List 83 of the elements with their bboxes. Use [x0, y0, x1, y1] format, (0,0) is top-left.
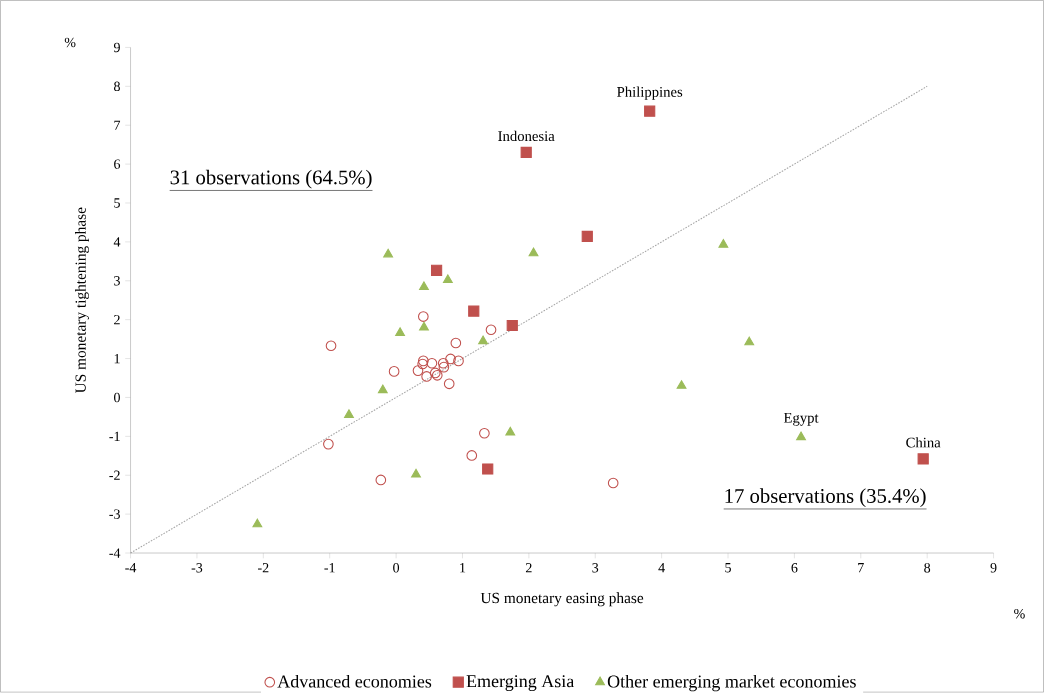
- y-tick-label: 3: [114, 276, 120, 286]
- point: [411, 468, 421, 478]
- y-tick-label: 1: [114, 354, 120, 364]
- point: [375, 474, 387, 486]
- x-axis-title: US monetary easing phase: [480, 592, 644, 607]
- point: [479, 428, 490, 439]
- y-tick-label: -1: [109, 431, 120, 442]
- legend-label: Advanced economies: [277, 675, 432, 688]
- point: [388, 366, 400, 377]
- point: [442, 274, 453, 284]
- point: [417, 311, 429, 323]
- annotation: China: [906, 437, 941, 448]
- y-tick-label: 0: [114, 392, 120, 403]
- annotation: 17 observations (35.4%): [725, 488, 926, 508]
- point: [468, 305, 480, 317]
- y-tick-label: 7: [114, 120, 121, 130]
- point: [252, 518, 263, 528]
- x-tick-label: 9: [990, 563, 997, 573]
- y-tick-label: -3: [109, 509, 120, 519]
- point: [520, 146, 532, 159]
- point: [482, 463, 494, 475]
- point: [644, 105, 656, 117]
- y-axis-title: US monetary tightening phase: [75, 207, 89, 394]
- x-tick-label: 4: [658, 563, 665, 573]
- point: [412, 365, 424, 377]
- legend-label: Emerging Asia: [466, 675, 575, 692]
- x-tick-label: 7: [858, 563, 864, 573]
- annotation: Indonesia: [498, 130, 555, 142]
- point: [426, 358, 438, 369]
- point: [430, 264, 443, 277]
- point: [323, 438, 334, 450]
- point: [395, 327, 406, 337]
- y-tick-label: -2: [109, 470, 120, 480]
- point: [581, 230, 593, 243]
- point: [676, 380, 687, 389]
- y-tick-label: 9: [113, 42, 120, 53]
- point: [421, 371, 432, 382]
- point: [344, 409, 354, 419]
- y-tick-label: -4: [109, 548, 121, 558]
- point: [506, 320, 518, 332]
- point: [718, 239, 729, 248]
- text: %: [1014, 609, 1025, 619]
- point: [485, 324, 497, 336]
- point: [450, 337, 462, 349]
- point: [419, 321, 429, 331]
- text: %: [64, 37, 76, 48]
- y-tick-label: 2: [114, 315, 120, 325]
- point: [505, 426, 516, 436]
- x-tick-label: -2: [258, 563, 269, 573]
- point: [419, 281, 429, 291]
- x-tick-label: -1: [324, 563, 335, 573]
- y-tick-label: 5: [114, 198, 120, 208]
- x-tick-label: 0: [393, 563, 400, 573]
- legend-label: Other emerging market economies: [607, 675, 856, 692]
- x-tick-label: 8: [924, 563, 931, 573]
- point: [443, 378, 455, 390]
- x-tick-label: 6: [791, 563, 798, 573]
- y-tick-label: 6: [114, 159, 121, 169]
- point: [607, 477, 619, 489]
- x-tick-label: -4: [125, 563, 137, 573]
- x-tick-label: 2: [525, 563, 532, 573]
- y-tick-label: 4: [113, 237, 121, 247]
- point: [478, 335, 488, 345]
- annotation: Egypt: [783, 413, 819, 426]
- point: [383, 248, 394, 258]
- point: [437, 358, 449, 369]
- x-tick-label: 3: [592, 563, 599, 573]
- point: [325, 340, 337, 352]
- x-tick-label: 5: [725, 563, 731, 573]
- x-tick-label: -3: [191, 563, 203, 573]
- point: [377, 384, 388, 394]
- point: [466, 450, 478, 461]
- point: [744, 336, 755, 346]
- annotation: Philippines: [617, 86, 683, 100]
- point: [445, 353, 456, 365]
- x-tick-label: 1: [460, 563, 466, 573]
- point: [917, 453, 929, 465]
- point: [453, 355, 464, 367]
- point: [528, 247, 539, 257]
- annotation: 31 observations (64.5%): [170, 169, 372, 189]
- y-tick-label: 8: [114, 81, 120, 92]
- point: [796, 431, 806, 441]
- point: [438, 361, 450, 373]
